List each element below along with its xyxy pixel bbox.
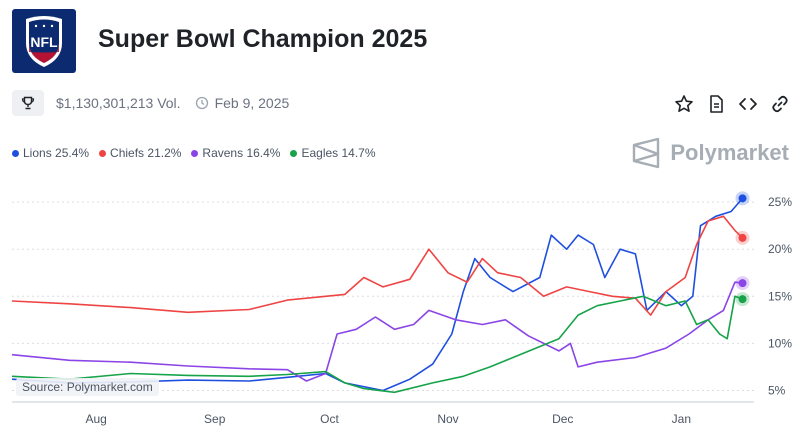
end-marker-ravens: [738, 279, 747, 288]
link-icon[interactable]: [768, 92, 792, 116]
series-line-ravens: [11, 281, 743, 382]
page-title: Super Bowl Champion 2025: [98, 25, 428, 53]
legend-dot: [191, 149, 199, 157]
source-label: Source: Polymarket.com: [16, 378, 159, 396]
chart-legend: Lions 25.4% Chiefs 21.2% Ravens 16.4% Ea…: [12, 146, 376, 160]
polymarket-brand: Polymarket: [630, 137, 789, 169]
star-icon[interactable]: [672, 92, 696, 116]
legend-item-ravens: Ravens 16.4%: [191, 146, 280, 160]
x-tick-label: Aug: [85, 412, 106, 426]
legend-item-chiefs: Chiefs 21.2%: [99, 146, 181, 160]
end-marker-eagles: [738, 295, 747, 304]
nfl-shield-icon: NFL: [26, 16, 62, 67]
y-tick-label: 15%: [768, 289, 792, 303]
action-bar: [672, 92, 792, 116]
nfl-logo: NFL: [12, 9, 76, 73]
end-marker-chiefs: [738, 233, 747, 242]
market-meta: $1,130,301,213 Vol. Feb 9, 2025: [12, 90, 289, 116]
trophy-icon: [21, 96, 35, 110]
series-line-eagles: [11, 295, 743, 394]
end-date: Feb 9, 2025: [214, 95, 290, 111]
trophy-badge: [12, 90, 44, 116]
legend-label: Ravens 16.4%: [202, 146, 281, 160]
code-icon[interactable]: [736, 92, 760, 116]
clock-icon: [195, 96, 209, 110]
y-tick-label: 5%: [768, 383, 786, 397]
x-tick-label: Nov: [437, 412, 458, 426]
end-marker-lions: [738, 194, 747, 203]
legend-label: Lions 25.4%: [23, 146, 90, 160]
legend-item-eagles: Eagles 14.7%: [290, 146, 376, 160]
y-tick-label: 20%: [768, 242, 792, 256]
y-tick-label: 25%: [768, 195, 792, 209]
y-tick-label: 10%: [768, 336, 792, 350]
x-tick-label: Jan: [672, 412, 691, 426]
legend-dot: [290, 149, 298, 157]
brand-name: Polymarket: [670, 140, 789, 165]
x-tick-label: Oct: [320, 412, 339, 426]
legend-dot: [12, 149, 19, 157]
series-line-chiefs: [11, 215, 744, 316]
legend-label: Chiefs 21.2%: [110, 146, 182, 160]
legend-label: Eagles 14.7%: [301, 146, 376, 160]
document-icon[interactable]: [704, 92, 728, 116]
legend-dot: [99, 149, 107, 157]
volume-text: $1,130,301,213 Vol.: [56, 95, 181, 111]
legend-item-lions: Lions 25.4%: [12, 146, 89, 160]
price-chart: 5% 10% 15% 20% 25% Aug Sep Oct Nov Dec Jan: [11, 191, 792, 426]
x-tick-label: Sep: [204, 412, 226, 426]
polymarket-logo-icon: [633, 137, 660, 169]
nfl-logo-text: NFL: [30, 34, 58, 50]
x-tick-label: Dec: [552, 412, 573, 426]
